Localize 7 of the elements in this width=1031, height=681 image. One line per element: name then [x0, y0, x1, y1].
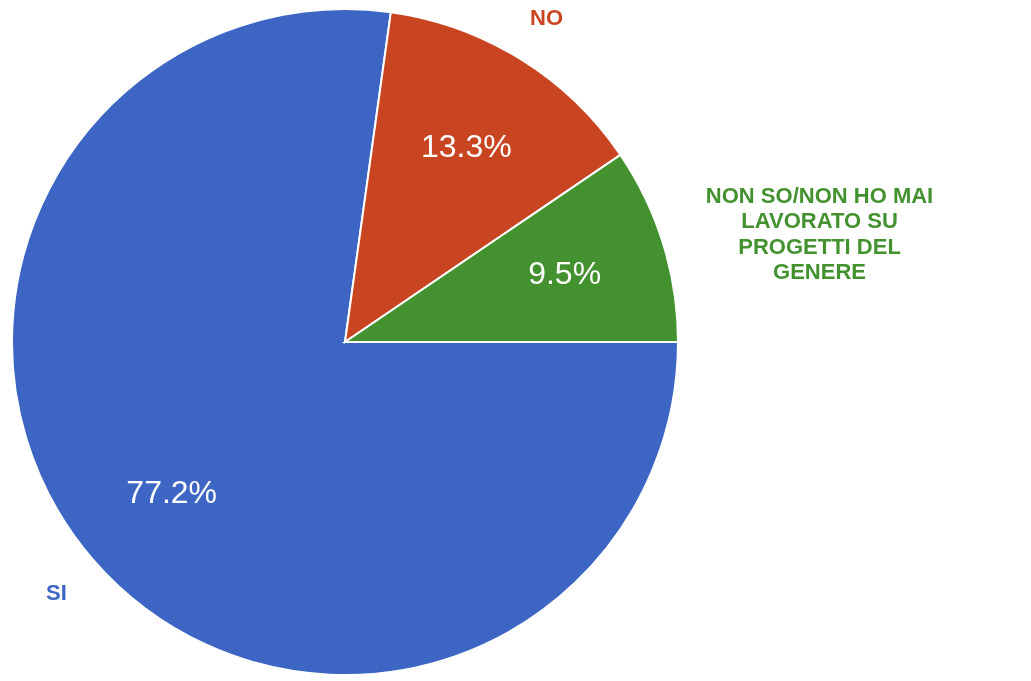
slice-label: SI: [46, 580, 67, 606]
slice-label: NON SO/NON HO MAI LAVORATO SU PROGETTI DEL GENERE: [705, 183, 934, 284]
data-label: 13.3%: [420, 127, 512, 164]
pie-slice: [11, 8, 679, 676]
slice-label: NO: [530, 4, 564, 30]
data-label: 77.2%: [126, 473, 218, 510]
data-label: 9.5%: [528, 255, 602, 292]
